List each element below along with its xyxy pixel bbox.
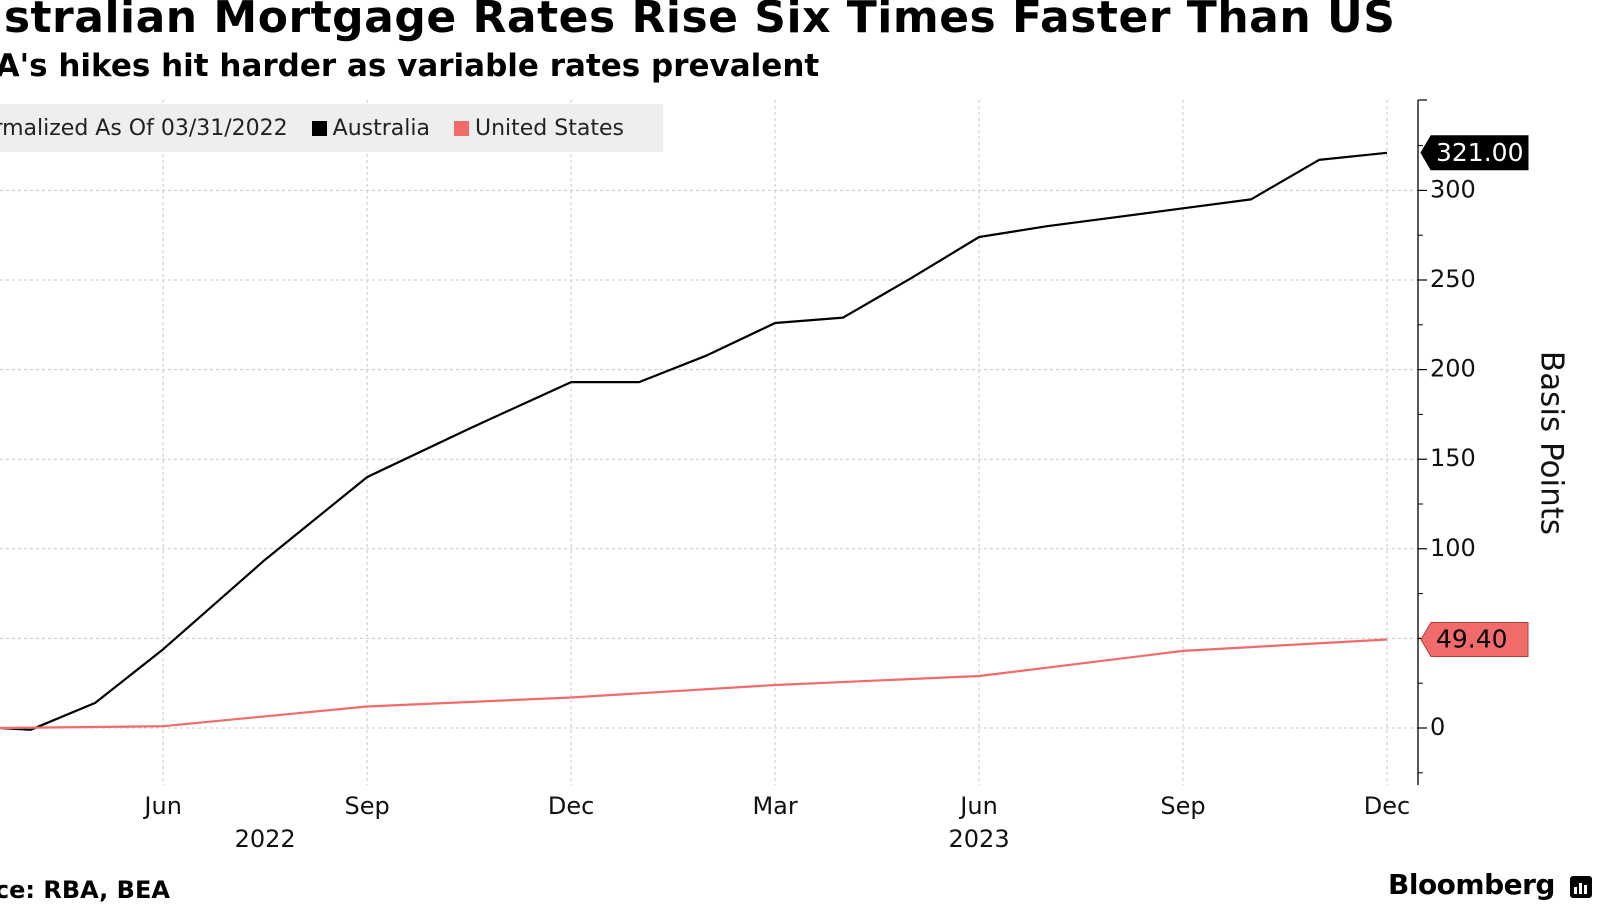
legend-label-australia: Australia xyxy=(333,116,430,141)
x-tick-label: Dec xyxy=(1364,792,1410,820)
brand-logo: Bloomberg xyxy=(1388,868,1555,901)
y-tick-label: 100 xyxy=(1430,534,1476,562)
x-tick-label: Dec xyxy=(548,792,594,820)
x-year-label: 2023 xyxy=(949,825,1010,853)
y-tick-label: 0 xyxy=(1430,713,1445,741)
x-axis: Jun Sep Dec Mar Jun Sep Dec 2022 2023 xyxy=(142,792,1410,853)
legend-swatch-united-states xyxy=(454,121,469,136)
legend-label-united-states: United States xyxy=(475,116,624,141)
legend-note: ormalized As Of 03/31/2022 xyxy=(0,116,288,141)
legend: ormalized As Of 03/31/2022 Australia Uni… xyxy=(0,104,663,152)
y-tick-label: 200 xyxy=(1430,355,1476,383)
last-value-label-united-states: 49.40 xyxy=(1436,624,1508,653)
series-line-united-states xyxy=(0,640,1387,729)
series-lines xyxy=(0,153,1387,730)
legend-swatch-australia xyxy=(312,121,327,136)
x-tick-label: Jun xyxy=(958,792,998,820)
y-tick-label: 150 xyxy=(1430,444,1476,472)
y-tick-label: 250 xyxy=(1430,265,1476,293)
x-tick-label: Sep xyxy=(345,792,390,820)
last-value-flags: 321.00 49.40 xyxy=(1421,136,1528,657)
x-tick-label: Jun xyxy=(142,792,182,820)
x-tick-label: Mar xyxy=(752,792,797,820)
y-tick-label: 300 xyxy=(1430,175,1476,203)
gridlines xyxy=(0,100,1418,785)
y-axis: 0 100 150 200 250 300 xyxy=(1418,100,1476,785)
x-year-label: 2022 xyxy=(235,825,296,853)
bloomberg-terminal-icon xyxy=(1570,876,1592,898)
x-tick-label: Sep xyxy=(1160,792,1205,820)
last-value-label-australia: 321.00 xyxy=(1436,138,1523,167)
y-axis-title: Basis Points xyxy=(1534,351,1570,535)
series-line-australia xyxy=(0,153,1387,730)
